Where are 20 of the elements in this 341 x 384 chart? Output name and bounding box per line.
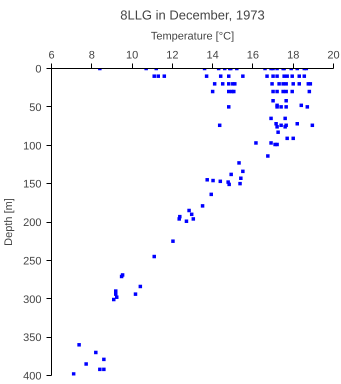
y-tick-label: 150 [23, 178, 42, 191]
x-tick-label: 16 [246, 50, 260, 62]
y-tick-label: 0 [35, 64, 42, 76]
x-tick-label: 12 [166, 50, 178, 62]
x-tick-label: 20 [327, 50, 340, 62]
x-tick-label: 18 [287, 50, 300, 62]
y-tick-label: 350 [23, 332, 42, 344]
x-axis-title: Temperature [°C] [150, 30, 234, 42]
x-tick-label: 6 [48, 50, 55, 62]
y-axis-title: Depth [m] [3, 198, 16, 246]
x-tick-label: 10 [126, 50, 138, 62]
x-tick-label: 14 [206, 50, 219, 62]
x-tick-label: 8 [88, 50, 95, 62]
y-tick-label: 300 [23, 294, 42, 306]
y-tick-label: 50 [29, 102, 42, 114]
y-tick-label: 200 [23, 217, 42, 229]
y-tick-label: 400 [23, 370, 42, 382]
chart-title: 8LLG in December, 1973 [120, 8, 265, 22]
y-tick-label: 250 [23, 255, 42, 268]
y-tick-label: 100 [23, 140, 42, 152]
